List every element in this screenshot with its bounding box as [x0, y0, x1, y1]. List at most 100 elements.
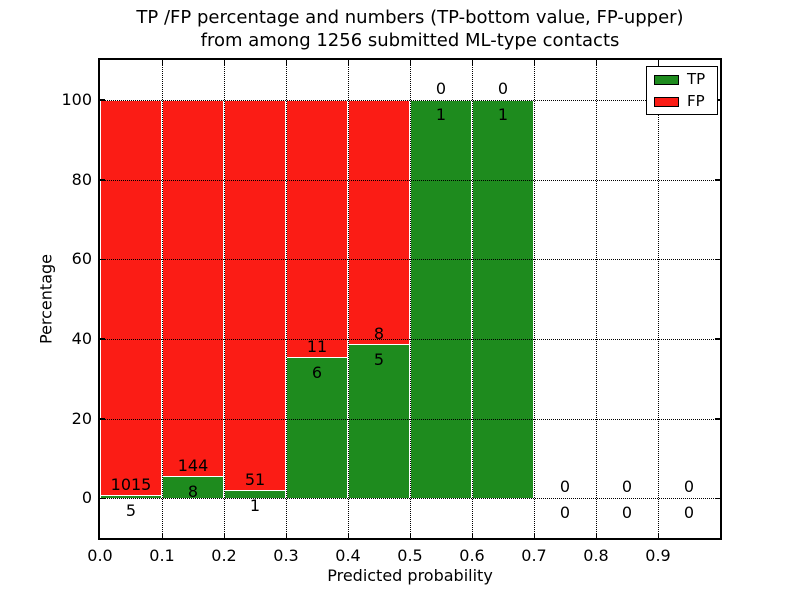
- y-tick-label-0: 0: [81, 488, 92, 508]
- x-tick-mark-top-6: [471, 60, 473, 65]
- x-tick-mark-bottom-8: [595, 533, 597, 538]
- grid-line-x-0.2: [224, 60, 225, 538]
- y-tick-mark-right-20: [715, 418, 720, 420]
- legend-label-tp: TP: [687, 70, 706, 88]
- grid-line-x-0.1: [162, 60, 163, 538]
- y-tick-label-80: 80: [71, 169, 92, 189]
- x-tick-mark-top-1: [161, 60, 163, 65]
- x-tick-label-0.4: 0.4: [335, 546, 361, 565]
- x-axis-label: Predicted probability: [327, 566, 493, 585]
- y-tick-mark-right-80: [715, 179, 720, 181]
- bar-segment-tp-0: [100, 496, 162, 499]
- annotation-fp-3: 11: [306, 336, 328, 356]
- grid-line-x-0.8: [596, 60, 597, 538]
- annotation-tp-1: 8: [187, 482, 199, 502]
- x-tick-mark-top-3: [285, 60, 287, 65]
- bar-segment-fp-0: [100, 99, 162, 497]
- bar-segment-fp-3: [286, 99, 348, 358]
- chart-title-line-2: from among 1256 submitted ML-type contac…: [200, 30, 620, 51]
- grid-line-x-0.7: [534, 60, 535, 538]
- x-tick-label-0.5: 0.5: [397, 546, 423, 565]
- x-tick-mark-bottom-4: [347, 533, 349, 538]
- chart-title-line-1: TP /FP percentage and numbers (TP-bottom…: [136, 7, 684, 28]
- grid-line-y-60: [100, 259, 720, 261]
- y-tick-mark-left-0: [100, 497, 105, 500]
- y-tick-mark-right-60: [715, 258, 720, 261]
- legend-entry-tp: TP: [654, 72, 710, 87]
- annotation-fp-0: 1015: [110, 475, 152, 495]
- x-tick-mark-top-9: [657, 60, 659, 65]
- y-tick-mark-left-40: [100, 338, 105, 340]
- annotation-fp-5: 0: [435, 78, 447, 98]
- grid-line-y-100: [100, 99, 720, 101]
- bar-segment-tp-5: [410, 99, 472, 499]
- annotation-tp-9: 0: [683, 503, 695, 523]
- annotation-fp-9: 0: [683, 477, 695, 497]
- x-tick-mark-bottom-2: [223, 533, 225, 538]
- plot-area: 0.0 0.1 0.2 0.3 0.4 0.5 0.6 0.7 0.8 0.9 0 20 40 60 80 1…: [61, 60, 720, 565]
- y-tick-label-100: 100: [61, 89, 92, 109]
- annotation-tp-8: 0: [621, 503, 633, 523]
- grid-line-y-40: [100, 338, 720, 340]
- y-axis-label: Percentage: [36, 253, 56, 345]
- plot-frame: [98, 58, 722, 540]
- x-tick-label-0.0: 0.0: [87, 546, 113, 565]
- annotation-fp-4: 8: [373, 323, 385, 343]
- grid-line-x-0.6: [472, 60, 473, 538]
- annotation-tp-7: 0: [559, 503, 571, 523]
- x-tick-label-0.1: 0.1: [149, 546, 175, 565]
- x-tick-label-0.8: 0.8: [583, 546, 609, 565]
- x-tick-label-0.3: 0.3: [273, 546, 299, 565]
- grid-line-x-0.5: [410, 60, 411, 538]
- annotation-fp-8: 0: [621, 477, 633, 497]
- annotation-fp-2: 51: [244, 469, 266, 489]
- bar-segment-fp-4: [348, 99, 410, 345]
- annotation-fp-6: 0: [497, 78, 509, 98]
- annotation-tp-4: 5: [373, 349, 385, 369]
- x-tick-label-0.9: 0.9: [645, 546, 671, 565]
- y-tick-mark-left-80: [100, 179, 105, 181]
- legend-swatch-fp-icon: [654, 96, 679, 107]
- annotation-tp-3: 6: [311, 362, 323, 382]
- y-tick-label-20: 20: [71, 408, 92, 428]
- y-tick-label-40: 40: [71, 328, 92, 348]
- x-tick-mark-top-4: [347, 60, 349, 65]
- annotation-tp-6: 1: [497, 104, 509, 124]
- annotation-tp-0: 5: [125, 501, 137, 521]
- x-tick-label-0.6: 0.6: [459, 546, 485, 565]
- legend: TP FP: [646, 66, 718, 115]
- annotation-fp-1: 144: [177, 456, 209, 476]
- y-tick-mark-left-60: [100, 258, 105, 261]
- x-tick-mark-bottom-1: [161, 533, 163, 538]
- legend-label-fp: FP: [687, 92, 705, 110]
- bar-segment-tp-3: [286, 357, 348, 499]
- grid-line-y-20: [100, 418, 720, 420]
- bar-segment-fp-2: [224, 99, 286, 491]
- legend-swatch-tp-icon: [654, 74, 679, 85]
- y-tick-mark-left-100: [100, 99, 105, 101]
- grid-line-y-0: [100, 498, 720, 500]
- grid-line-y-80: [100, 179, 720, 181]
- x-tick-mark-bottom-7: [533, 533, 535, 538]
- annotation-tp-2: 1: [249, 495, 261, 515]
- x-tick-mark-top-5: [409, 60, 411, 65]
- grid-line-x-0.4: [348, 60, 349, 538]
- bar-segment-tp-6: [472, 99, 534, 499]
- legend-entry-fp: FP: [654, 94, 710, 109]
- x-tick-label-0.2: 0.2: [211, 546, 237, 565]
- y-tick-mark-right-40: [715, 338, 720, 340]
- x-tick-mark-bottom-6: [471, 533, 473, 538]
- annotation-fp-7: 0: [559, 477, 571, 497]
- grid-line-x-0.3: [286, 60, 287, 538]
- y-tick-label-60: 60: [71, 249, 92, 269]
- grid-line-x-0.9: [658, 60, 659, 538]
- annotation-tp-5: 1: [435, 104, 447, 124]
- bar-segment-fp-1: [162, 99, 224, 478]
- y-tick-mark-left-20: [100, 418, 105, 420]
- chart-title: TP /FP percentage and numbers (TP-bottom…: [100, 6, 720, 52]
- x-tick-mark-bottom-9: [657, 533, 659, 538]
- x-tick-mark-bottom-5: [409, 533, 411, 538]
- x-tick-mark-top-7: [533, 60, 535, 65]
- y-tick-mark-right-0: [715, 497, 720, 500]
